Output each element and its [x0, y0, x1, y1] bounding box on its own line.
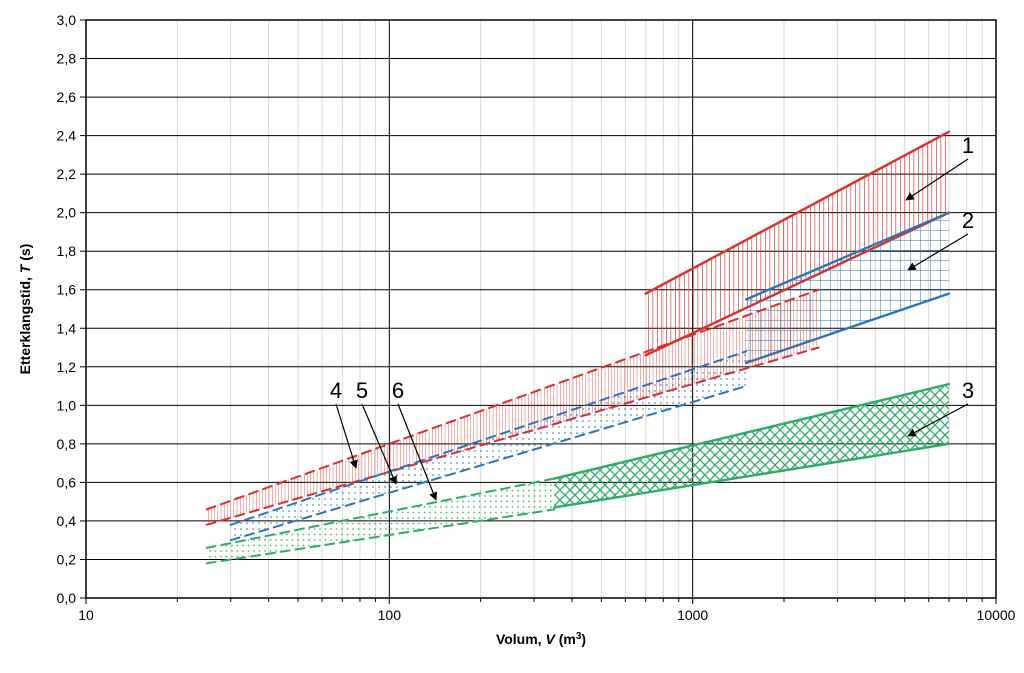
y-tick-label: 2,2	[57, 166, 77, 182]
x-axis-label: Volum, V (m3)	[496, 631, 586, 648]
x-tick-label: 100	[378, 607, 402, 623]
y-tick-label: 1,4	[57, 320, 77, 336]
y-tick-label: 0,6	[57, 474, 77, 490]
callout-label-6: 6	[392, 378, 404, 403]
x-tick-label: 10000	[977, 607, 1016, 623]
y-tick-label: 0,0	[57, 590, 77, 606]
x-tick-label: 1000	[677, 607, 708, 623]
callout-arrow-4	[336, 404, 356, 468]
x-tick-label: 10	[78, 607, 94, 623]
y-tick-label: 0,4	[57, 513, 77, 529]
callout-label-1: 1	[962, 133, 974, 158]
chart-container: 0,0 0,2 0,4 0,6 0,8 1,0 1,2 1,4 1,6 1,8 2,0 2,2 2,4 2…	[0, 0, 1024, 668]
callout-label-2: 2	[962, 208, 974, 233]
y-tick-label: 0,8	[57, 436, 77, 452]
y-tick-label: 1,0	[57, 397, 77, 413]
callout-label-3: 3	[962, 378, 974, 403]
callout-label-5: 5	[356, 378, 368, 403]
y-axis-label: Etterklangstid, T (s)	[17, 244, 33, 375]
y-tick-label: 2,6	[57, 89, 77, 105]
y-tick-label: 3,0	[57, 12, 77, 28]
y-tick-label: 1,8	[57, 243, 77, 259]
y-tick-label: 1,6	[57, 282, 77, 298]
y-tick-label: 2,0	[57, 205, 77, 221]
y-tick-label: 0,2	[57, 551, 77, 567]
y-tick-label: 2,4	[57, 128, 77, 144]
chart-svg: 0,0 0,2 0,4 0,6 0,8 1,0 1,2 1,4 1,6 1,8 2,0 2,2 2,4 2…	[0, 0, 1024, 668]
y-tick-label: 2,8	[57, 51, 77, 67]
y-tick-label: 1,2	[57, 359, 77, 375]
callout-label-4: 4	[330, 378, 342, 403]
